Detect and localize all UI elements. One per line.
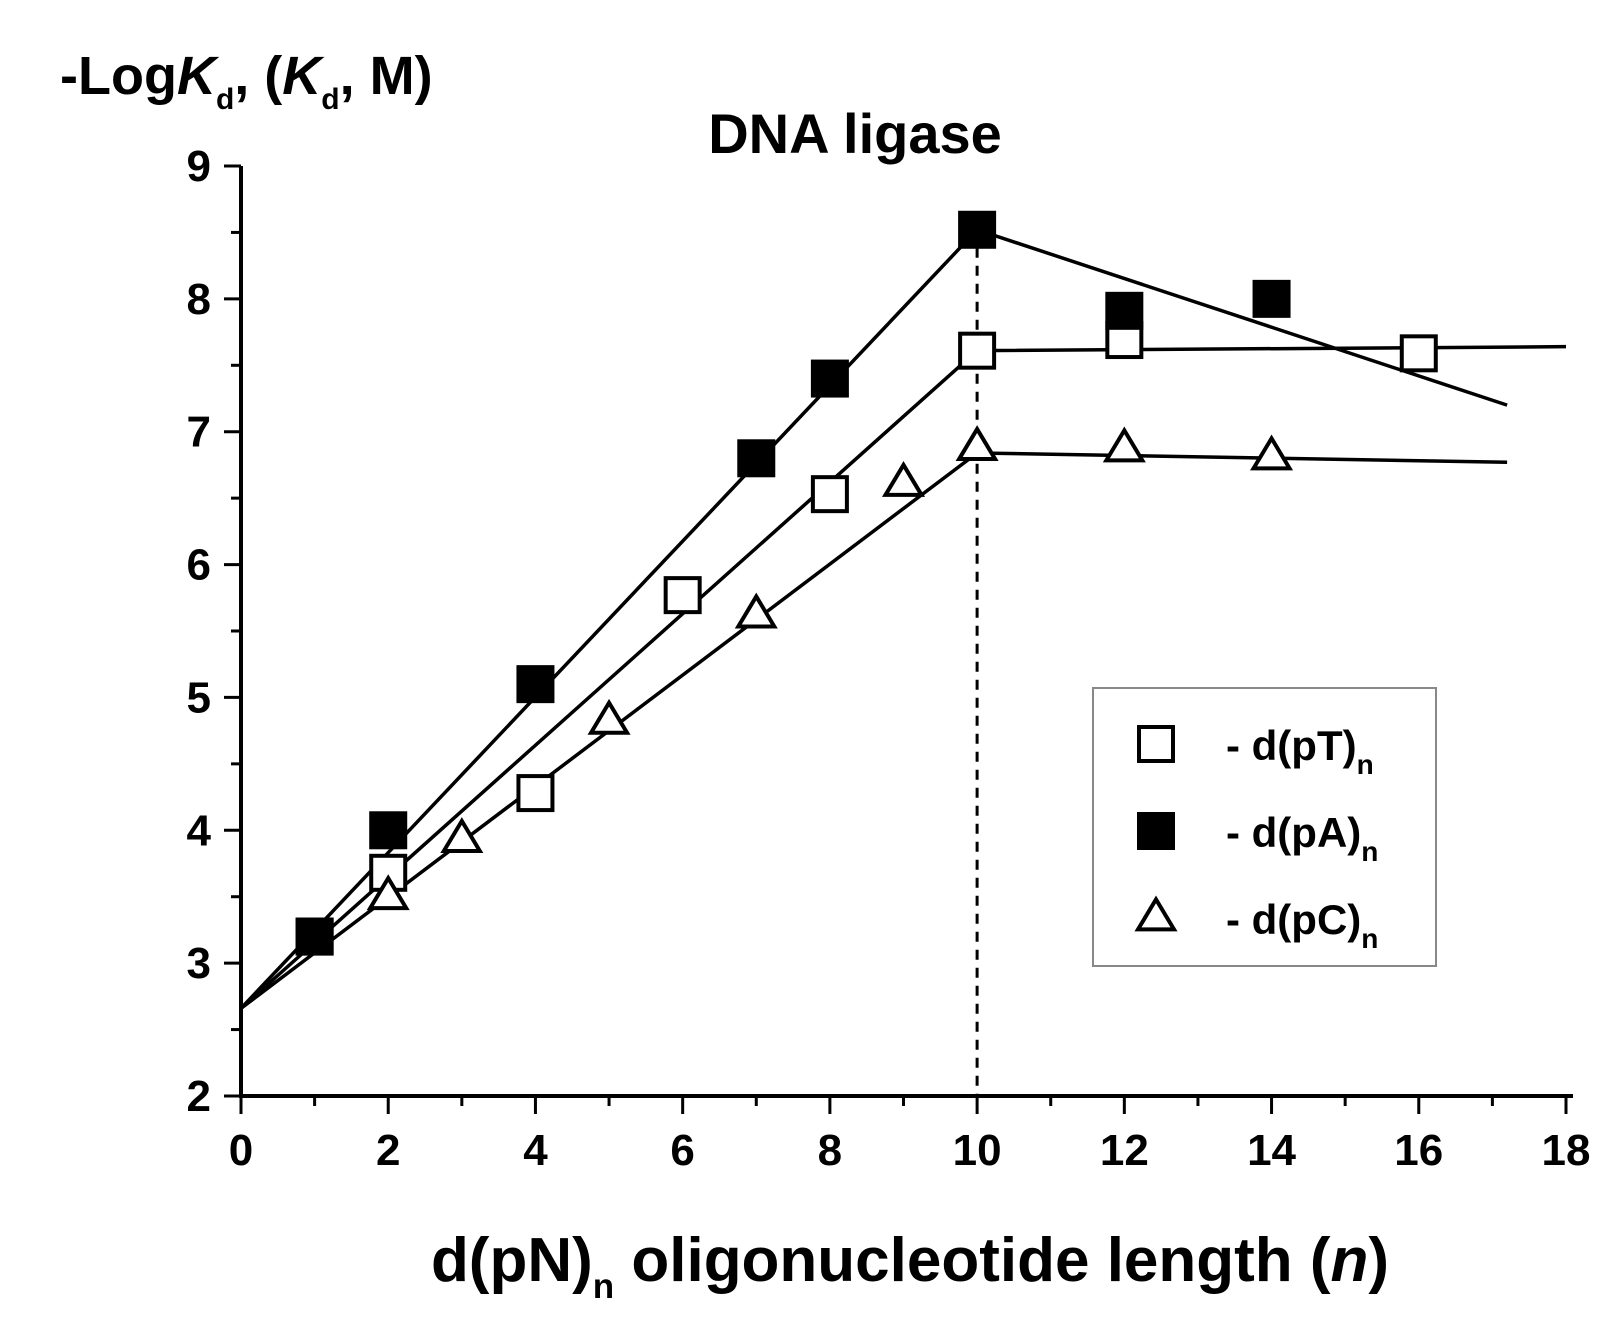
data-point	[1399, 334, 1438, 373]
x-ticks: 0 2 4 6 8 10 12 14 16 18	[229, 1096, 1591, 1175]
data-point	[958, 331, 997, 370]
data-point	[734, 592, 778, 629]
y-ticks: 2 3 4 5 6 7 8 9	[187, 142, 241, 1121]
x-tick-label: 14	[1247, 1126, 1296, 1175]
x-tick-label: 10	[953, 1126, 1002, 1175]
data-point	[516, 774, 555, 813]
y-tick-label: 2	[187, 1072, 211, 1121]
y-axis-label: -LogKd, (Kd, M)	[60, 46, 433, 116]
x-tick-label: 8	[818, 1126, 842, 1175]
data-point	[295, 917, 334, 956]
legend-marker	[1134, 895, 1178, 932]
x-tick-label: 4	[523, 1126, 548, 1175]
data-point	[810, 475, 849, 514]
legend-marker	[1137, 812, 1175, 850]
data-point	[881, 461, 926, 497]
x-tick-label: 18	[1542, 1126, 1591, 1175]
x-tick-label: 12	[1100, 1126, 1149, 1175]
data-point	[587, 698, 631, 735]
x-axis-label-text: d(pN)n oligonucleotide length (n)	[431, 1226, 1389, 1306]
data-point	[958, 210, 997, 249]
legend: - d(pT)n- d(pA)n- d(pC)n	[1092, 687, 1437, 967]
data-point	[366, 874, 410, 911]
data-point	[1252, 279, 1291, 318]
y-tick-label: 6	[187, 541, 211, 590]
x-tick-label: 2	[376, 1126, 400, 1175]
y-tick-label: 7	[187, 408, 211, 457]
data-point	[955, 425, 999, 462]
data-point	[516, 665, 555, 704]
data-point	[1105, 291, 1144, 330]
data-point	[369, 811, 408, 850]
data-point	[810, 359, 849, 398]
data-markers	[295, 210, 1438, 956]
data-point	[737, 439, 776, 478]
x-tick-label: 0	[229, 1126, 253, 1175]
data-point	[369, 853, 408, 892]
chart-title: DNA ligase	[708, 102, 1002, 165]
y-tick-label: 8	[187, 275, 211, 324]
data-point	[663, 576, 702, 615]
x-tick-label: 16	[1394, 1126, 1443, 1175]
y-tick-label: 9	[187, 142, 211, 191]
x-axis-label: d(pN)n oligonucleotide length (n)	[431, 1226, 1389, 1306]
x-tick-label: 6	[670, 1126, 694, 1175]
y-tick-label: 4	[187, 806, 212, 855]
y-tick-label: 5	[187, 673, 211, 722]
data-point	[440, 817, 484, 853]
y-tick-label: 3	[187, 939, 211, 988]
data-point	[1102, 426, 1146, 463]
data-point	[1250, 434, 1294, 471]
legend-marker	[1137, 725, 1175, 763]
y-axis-label-text: -LogKd, (Kd, M)	[60, 46, 433, 116]
